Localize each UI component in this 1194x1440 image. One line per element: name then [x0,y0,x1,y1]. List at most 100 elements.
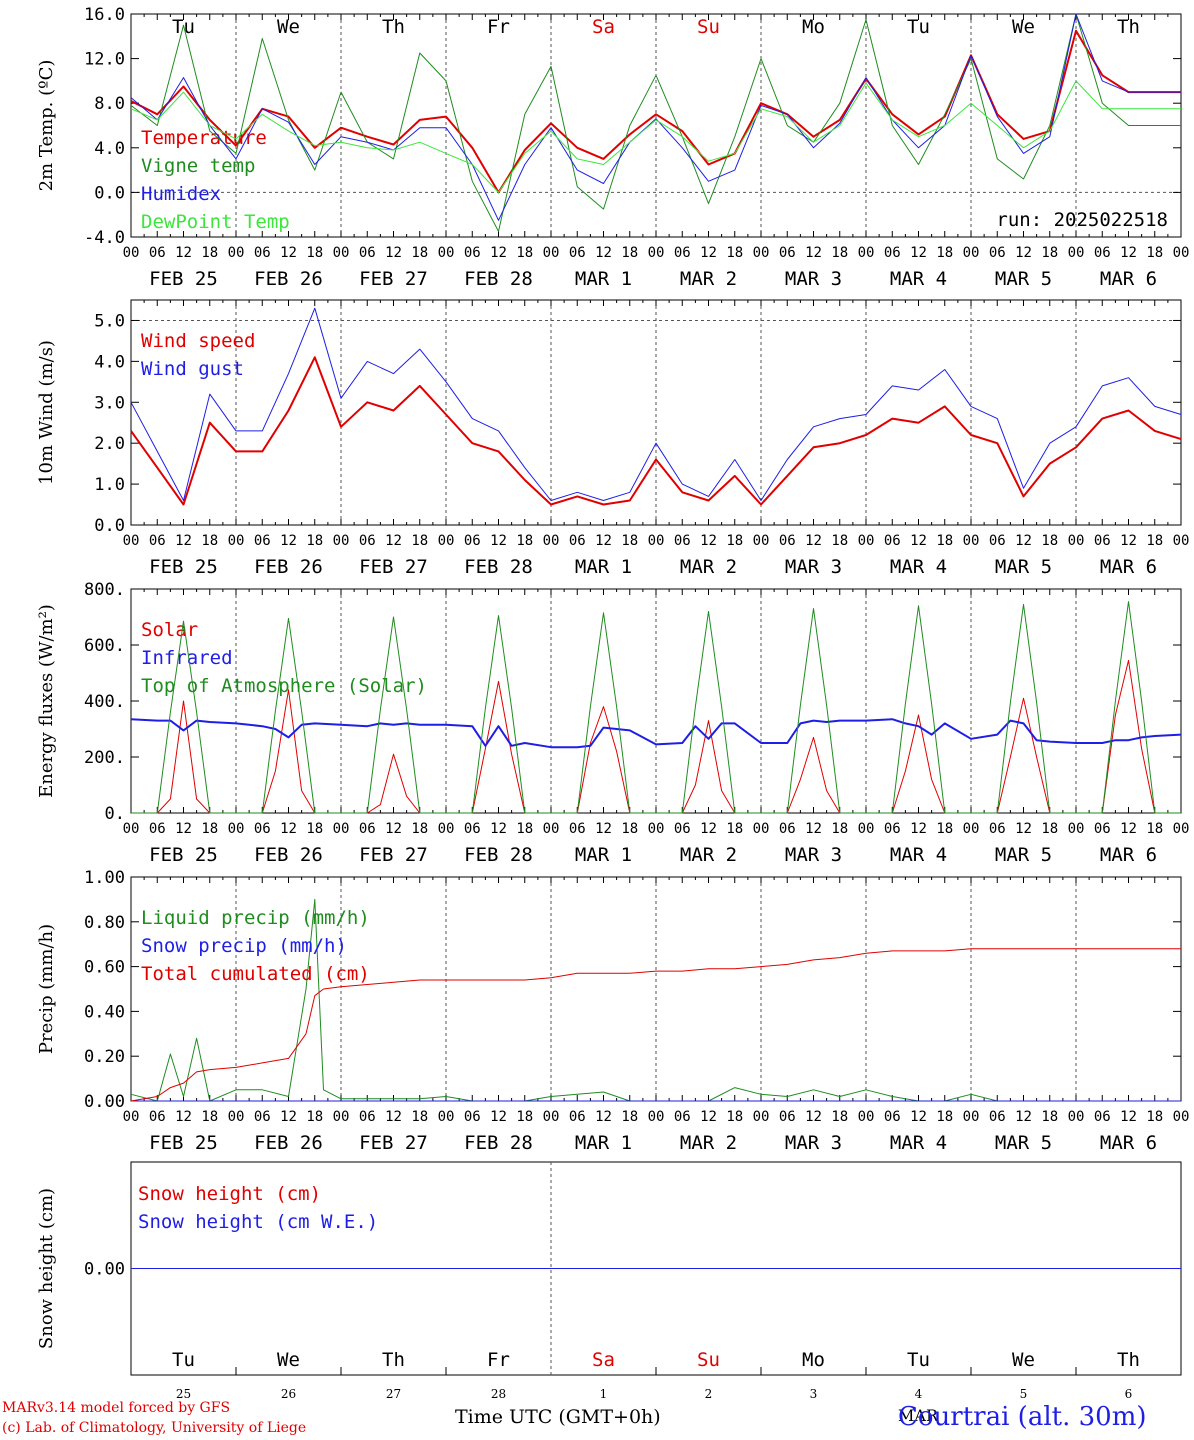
date-label: FEB 26 [254,556,323,578]
hour-tick-label: 00 [753,1109,770,1125]
date-label: FEB 28 [464,1132,533,1154]
y-tick-label: 800. [84,580,125,600]
hour-tick-label: 06 [674,1109,691,1125]
hour-tick-label: 06 [884,1109,901,1125]
hour-tick-label: 18 [201,821,218,837]
y-tick-label: 0.60 [84,958,125,978]
hour-tick-label: 18 [306,821,323,837]
day-name: Tu [907,1349,930,1371]
plot-frame [130,299,1182,526]
hour-tick-label: 06 [989,533,1006,549]
date-label: FEB 28 [464,844,533,866]
hour-tick-label: 00 [543,821,560,837]
hour-tick-label: 18 [936,1109,953,1125]
date-label: MAR 3 [785,556,842,578]
y-tick-label: 5.0 [94,311,125,331]
date-label: MAR 4 [890,268,947,290]
hour-tick-label: 06 [779,533,796,549]
hour-tick-label: 06 [254,821,271,837]
hour-tick-label: 00 [228,821,245,837]
time-axis-label: Time UTC (GMT+0h) [455,1406,661,1428]
hour-tick-label: 12 [700,533,717,549]
y-tick-label: 0. [105,804,125,824]
series-line [130,948,1181,1102]
panel-1: -4.0 0.0 4.0 8.0 12.0 16.0 2m Temp. (ºC) Temper… [36,5,1189,290]
hour-tick-label: 18 [1146,821,1163,837]
day-name: We [277,16,300,38]
y-tick-label: 600. [84,636,125,656]
hour-tick-label: 00 [1173,821,1190,837]
hour-tick-label: 00 [333,533,350,549]
day-name: Fr [487,1349,510,1371]
date-label: MAR 2 [680,268,737,290]
day-number: 27 [386,1387,401,1401]
hour-tick-label: 00 [438,533,455,549]
day-name: Th [382,16,405,38]
hour-tick-label: 00 [648,1109,665,1125]
hour-tick-label: 18 [1146,533,1163,549]
date-label: FEB 25 [149,844,218,866]
hour-tick-label: 06 [989,245,1006,261]
hour-tick-label: 06 [254,533,271,549]
date-label: MAR 2 [680,844,737,866]
legend-entry: Liquid precip (mm/h) [141,907,370,929]
series-line [130,718,1182,749]
day-number: 1 [600,1387,608,1401]
date-label: MAR 4 [890,1132,947,1154]
day-name: Mo [802,1349,825,1371]
hour-tick-label: 18 [936,821,953,837]
hour-tick-label: 00 [123,533,140,549]
hour-tick-label: 12 [1120,821,1137,837]
hour-tick-label: 06 [674,821,691,837]
hour-tick-label: 12 [910,1109,927,1125]
y-tick-label: 0.0 [94,183,125,203]
hour-tick-label: 18 [411,1109,428,1125]
series-line [130,356,1182,506]
date-label: FEB 27 [359,844,428,866]
legend-entry: Snow height (cm) [138,1183,321,1205]
hour-tick-label: 06 [779,245,796,261]
hour-tick-label: 06 [1094,821,1111,837]
hour-tick-label: 12 [490,245,507,261]
date-label: MAR 6 [1100,1132,1157,1154]
hour-tick-label: 18 [621,533,638,549]
model-credit: MARv3.14 model forced by GFS [2,1400,231,1416]
hour-tick-label: 06 [884,245,901,261]
hour-tick-label: 00 [333,1109,350,1125]
hour-tick-label: 12 [910,533,927,549]
hour-tick-label: 12 [385,245,402,261]
hour-tick-label: 06 [569,821,586,837]
date-label: FEB 26 [254,268,323,290]
hour-tick-label: 12 [1015,1109,1032,1125]
run-label: run: 2025022518 [996,209,1168,231]
hour-tick-label: 00 [1173,533,1190,549]
date-label: FEB 28 [464,268,533,290]
day-number: 25 [176,1387,191,1401]
y-tick-label: 0.80 [84,913,125,933]
hour-tick-label: 00 [963,245,980,261]
hour-tick-label: 12 [280,245,297,261]
hour-tick-label: 06 [779,821,796,837]
y-tick-label: 12.0 [84,50,125,70]
hour-tick-label: 06 [674,245,691,261]
y-axis-label: Snow height (cm) [36,1188,57,1349]
hour-tick-label: 00 [333,821,350,837]
legend-entry: Snow height (cm W.E.) [138,1211,378,1233]
legend-entry: Top of Atmosphere (Solar) [141,675,427,697]
hour-tick-label: 12 [385,1109,402,1125]
day-name: Su [697,16,720,38]
hour-tick-label: 18 [936,533,953,549]
hour-tick-label: 06 [674,533,691,549]
date-label: MAR 5 [995,556,1052,578]
hour-tick-label: 00 [858,245,875,261]
hour-tick-label: 00 [648,533,665,549]
hour-tick-label: 00 [543,1109,560,1125]
hour-tick-label: 00 [123,245,140,261]
hour-tick-label: 12 [700,245,717,261]
hour-tick-label: 18 [201,533,218,549]
hour-tick-label: 00 [438,245,455,261]
day-name: Th [382,1349,405,1371]
hour-tick-label: 06 [1094,533,1111,549]
hour-tick-label: 12 [1120,245,1137,261]
hour-tick-label: 00 [648,245,665,261]
